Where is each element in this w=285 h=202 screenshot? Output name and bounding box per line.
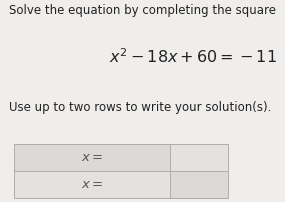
Text: Use up to two rows to write your solution(s).: Use up to two rows to write your solutio… — [9, 101, 271, 114]
Text: $x^2 - 18x + 60 = -11$: $x^2 - 18x + 60 = -11$ — [109, 47, 276, 66]
Bar — [14, 144, 228, 198]
Bar — [170, 144, 228, 171]
Bar — [14, 171, 228, 198]
Bar — [14, 144, 228, 171]
Text: Solve the equation by completing the square: Solve the equation by completing the squ… — [9, 4, 276, 17]
Text: $x =$: $x =$ — [81, 151, 103, 164]
Text: $x =$: $x =$ — [81, 178, 103, 191]
Bar — [170, 171, 228, 198]
